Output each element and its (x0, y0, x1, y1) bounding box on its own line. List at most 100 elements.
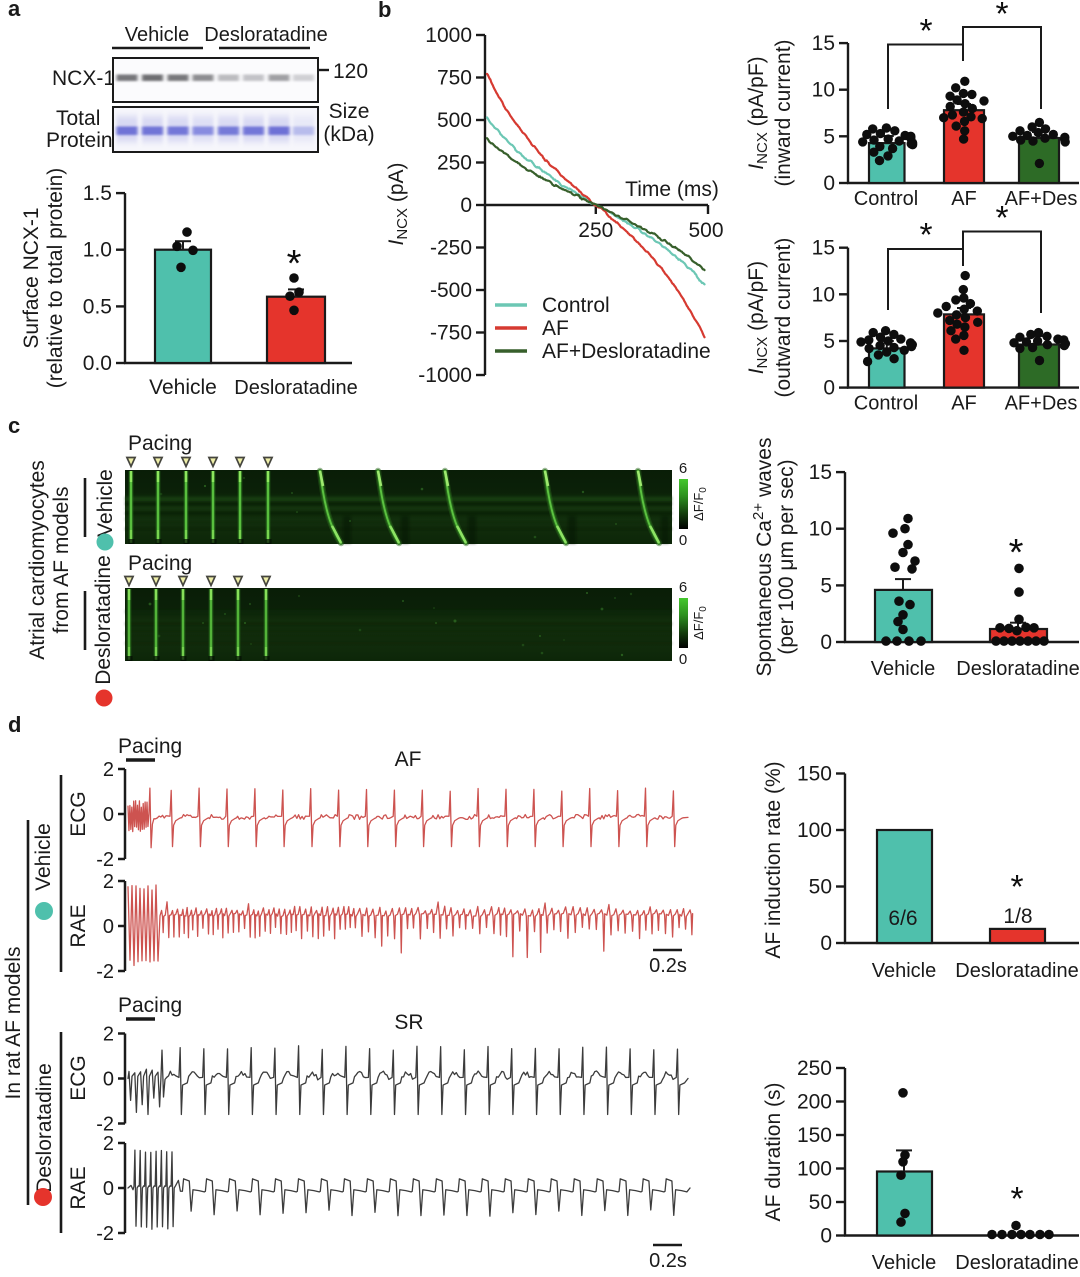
svg-text:INCX (pA/pF): INCX (pA/pF) (745, 56, 771, 169)
svg-text:-2: -2 (96, 1223, 114, 1245)
svg-text:SR: SR (394, 1011, 423, 1034)
svg-text:100: 100 (797, 819, 832, 842)
svg-text:Size: Size (329, 100, 370, 123)
svg-text:(per 100 μm per sec): (per 100 μm per sec) (775, 459, 798, 654)
svg-text:500: 500 (437, 109, 472, 132)
svg-text:0: 0 (679, 651, 687, 668)
svg-text:0: 0 (460, 194, 472, 217)
svg-text:0: 0 (823, 377, 835, 400)
svg-text:Desloratadine: Desloratadine (234, 377, 357, 399)
svg-text:-750: -750 (430, 322, 472, 345)
svg-text:c: c (8, 413, 20, 438)
svg-text:-2: -2 (96, 849, 114, 871)
svg-text:1.5: 1.5 (83, 182, 112, 205)
svg-text:2: 2 (103, 1133, 114, 1155)
svg-text:Vehicle: Vehicle (872, 960, 937, 982)
svg-text:Desloratadine: Desloratadine (92, 555, 115, 685)
svg-text:AF duration (s): AF duration (s) (762, 1083, 785, 1222)
svg-text:NCX-1: NCX-1 (52, 67, 115, 90)
svg-text:Vehicle: Vehicle (94, 469, 117, 537)
svg-text:0: 0 (820, 1225, 832, 1248)
svg-text:Desloratadine: Desloratadine (956, 658, 1079, 680)
svg-text:*: * (995, 0, 1008, 33)
svg-text:INCX (pA): INCX (pA) (385, 162, 411, 245)
svg-text:10: 10 (809, 518, 832, 541)
svg-text:(relative to total protein): (relative to total protein) (44, 168, 67, 389)
svg-text:-1000: -1000 (418, 364, 472, 387)
svg-text:-2: -2 (96, 961, 114, 983)
svg-text:*: * (1009, 532, 1024, 574)
svg-text:Desloratadine: Desloratadine (204, 24, 327, 46)
svg-text:Atrial cardiomyocytes: Atrial cardiomyocytes (26, 460, 49, 660)
svg-text:150: 150 (797, 763, 832, 786)
svg-text:5: 5 (820, 574, 832, 597)
svg-text:0: 0 (679, 532, 687, 549)
svg-text:INCX (pA/pF): INCX (pA/pF) (745, 261, 771, 374)
svg-text:6: 6 (679, 460, 687, 477)
svg-text:200: 200 (797, 1091, 832, 1114)
svg-text:Vehicle: Vehicle (125, 24, 190, 46)
svg-text:0: 0 (103, 1178, 114, 1200)
svg-text:15: 15 (812, 32, 835, 55)
svg-text:-2: -2 (96, 1114, 114, 1136)
svg-text:a: a (8, 0, 21, 21)
svg-text:1/8: 1/8 (1003, 905, 1032, 928)
svg-text:(inward current): (inward current) (772, 39, 795, 186)
svg-text:15: 15 (812, 237, 835, 260)
svg-text:RAE: RAE (67, 1166, 90, 1209)
svg-text:from AF models: from AF models (50, 486, 73, 633)
svg-text:*: * (919, 13, 932, 50)
svg-text:AF: AF (951, 393, 977, 415)
svg-text:AF induction rate (%): AF induction rate (%) (762, 761, 785, 958)
svg-text:Pacing: Pacing (128, 552, 192, 575)
svg-text:Total: Total (56, 107, 100, 130)
svg-text:-500: -500 (430, 279, 472, 302)
svg-text:Surface NCX-1: Surface NCX-1 (20, 207, 43, 348)
svg-text:5: 5 (823, 330, 835, 353)
svg-text:5: 5 (823, 125, 835, 148)
svg-text:ECG: ECG (67, 1055, 90, 1101)
svg-text:2: 2 (103, 1024, 114, 1046)
svg-text:Desloratadine: Desloratadine (33, 1063, 56, 1193)
svg-text:Pacing: Pacing (118, 735, 182, 758)
svg-text:0: 0 (820, 631, 832, 654)
svg-text:0.2s: 0.2s (649, 1250, 687, 1272)
svg-text:50: 50 (809, 1191, 832, 1214)
svg-text:*: * (287, 243, 302, 285)
svg-text:500: 500 (688, 219, 723, 242)
svg-text:10: 10 (812, 79, 835, 102)
svg-text:Vehicle: Vehicle (149, 376, 217, 399)
svg-text:150: 150 (797, 1124, 832, 1147)
svg-text:0: 0 (103, 1069, 114, 1091)
svg-text:120: 120 (333, 60, 368, 83)
svg-text:Pacing: Pacing (118, 994, 182, 1017)
svg-text:Control: Control (542, 294, 610, 317)
svg-text:Protein: Protein (46, 129, 113, 152)
svg-text:100: 100 (797, 1158, 832, 1181)
svg-text:0: 0 (820, 932, 832, 955)
svg-text:2: 2 (103, 871, 114, 893)
svg-text:1000: 1000 (425, 24, 472, 47)
svg-text:AF: AF (951, 188, 977, 210)
svg-text:*: * (1010, 869, 1023, 906)
svg-text:Desloratadine: Desloratadine (955, 960, 1078, 982)
svg-text:(kDa): (kDa) (323, 123, 374, 146)
svg-text:Pacing: Pacing (128, 432, 192, 455)
svg-text:In rat AF models: In rat AF models (2, 947, 25, 1100)
svg-text:750: 750 (437, 67, 472, 90)
svg-text:Desloratadine: Desloratadine (955, 1252, 1078, 1272)
svg-text:6/6: 6/6 (888, 907, 917, 930)
svg-text:-250: -250 (430, 237, 472, 260)
svg-text:0: 0 (103, 804, 114, 826)
svg-text:ECG: ECG (67, 791, 90, 837)
svg-text:Spontaneous Ca2+ waves: Spontaneous Ca2+ waves (750, 438, 776, 677)
svg-text:250: 250 (578, 219, 613, 242)
svg-text:250: 250 (797, 1057, 832, 1080)
svg-text:AF+Desloratadine: AF+Desloratadine (542, 340, 711, 363)
svg-text:0: 0 (823, 172, 835, 195)
svg-text:AF: AF (542, 317, 569, 340)
svg-text:0.5: 0.5 (83, 295, 112, 318)
svg-text:d: d (8, 712, 21, 737)
svg-text:Vehicle: Vehicle (872, 1252, 937, 1272)
svg-text:50: 50 (809, 876, 832, 899)
